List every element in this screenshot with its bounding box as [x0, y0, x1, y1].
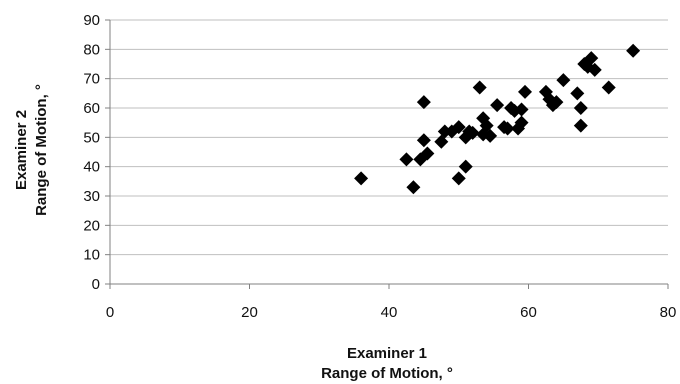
data-point-diamond	[483, 128, 498, 143]
data-points	[354, 43, 641, 195]
x-axis-title-line-2: Range of Motion, °	[321, 365, 453, 382]
data-point-diamond	[479, 118, 494, 133]
data-point-diamond	[420, 146, 435, 161]
data-point-diamond	[556, 73, 571, 88]
data-point-diamond	[584, 51, 599, 66]
data-point-diamond	[511, 121, 526, 136]
y-tick-label: 70	[83, 71, 100, 88]
data-point-diamond	[549, 95, 564, 110]
y-tick-label: 10	[83, 247, 100, 264]
y-tick-label: 80	[83, 41, 100, 58]
y-tick-label: 90	[83, 12, 100, 29]
data-point-diamond	[451, 171, 466, 186]
data-point-diamond	[451, 120, 466, 135]
data-point-diamond	[573, 118, 588, 133]
data-point-diamond	[514, 102, 529, 117]
x-axis-ticks: 0 20 40 60 80	[106, 284, 677, 321]
data-point-diamond	[472, 80, 487, 95]
y-axis-title-line-2: Range of Motion, °	[33, 84, 50, 216]
data-point-diamond	[490, 98, 505, 113]
x-tick-label: 20	[241, 304, 258, 321]
data-point-diamond	[416, 95, 431, 110]
data-point-diamond	[570, 86, 585, 101]
y-axis-title-line-1: Examiner 2	[13, 110, 30, 190]
data-point-diamond	[465, 125, 480, 140]
data-point-diamond	[601, 80, 616, 95]
x-tick-label: 40	[381, 304, 398, 321]
data-point-diamond	[406, 180, 421, 195]
y-axis-ticks: 0 10 20 30 40 50 60 70 80 90	[83, 12, 110, 293]
x-tick-label: 80	[660, 304, 677, 321]
y-tick-label: 50	[83, 129, 100, 146]
x-tick-label: 60	[520, 304, 537, 321]
data-point-diamond	[500, 121, 515, 136]
x-tick-label: 0	[106, 304, 114, 321]
data-point-diamond	[416, 133, 431, 148]
data-point-diamond	[458, 159, 473, 174]
data-point-diamond	[587, 62, 602, 77]
data-point-diamond	[354, 171, 369, 186]
y-tick-label: 60	[83, 100, 100, 117]
y-tick-label: 30	[83, 188, 100, 205]
data-point-diamond	[626, 43, 641, 58]
y-tick-label: 20	[83, 217, 100, 234]
data-point-diamond	[573, 101, 588, 115]
gridlines	[110, 19, 668, 256]
y-tick-label: 0	[92, 276, 100, 293]
y-tick-label: 40	[83, 159, 100, 176]
data-point-diamond	[514, 115, 529, 130]
data-point-diamond	[518, 84, 533, 99]
data-point-diamond	[399, 152, 414, 167]
x-axis-title-line-1: Examiner 1	[347, 345, 427, 362]
